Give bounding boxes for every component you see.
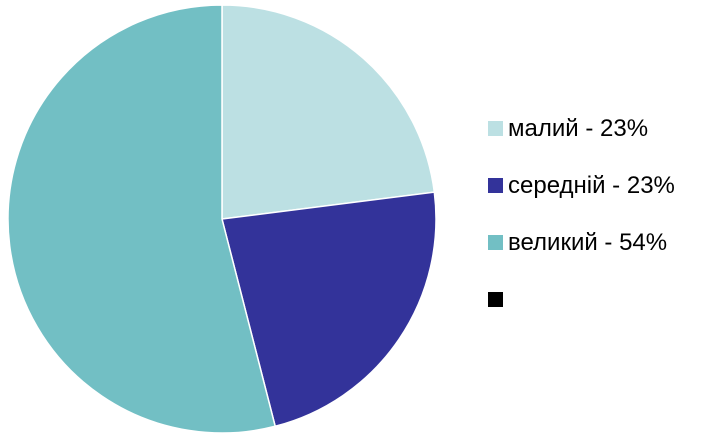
legend-swatch-medium — [488, 178, 503, 193]
pie-slice-medium — [221, 191, 437, 428]
legend-swatch-empty — [488, 292, 503, 307]
legend-label-small: малий - 23% — [508, 114, 649, 142]
legend-swatch-large — [488, 235, 503, 250]
pie-slice-large — [7, 4, 277, 434]
pie-slice-small — [221, 4, 436, 220]
legend-item-large: великий - 54% — [488, 214, 675, 271]
legend-item-small: малий - 23% — [488, 100, 675, 157]
legend-label-medium: середній - 23% — [508, 171, 675, 199]
legend-label-large: великий - 54% — [508, 228, 668, 256]
legend-swatch-small — [488, 121, 503, 136]
legend-item-medium: середній - 23% — [488, 157, 675, 214]
legend: малий - 23% середній - 23% великий - 54% — [488, 100, 675, 328]
legend-item-empty — [488, 271, 675, 328]
